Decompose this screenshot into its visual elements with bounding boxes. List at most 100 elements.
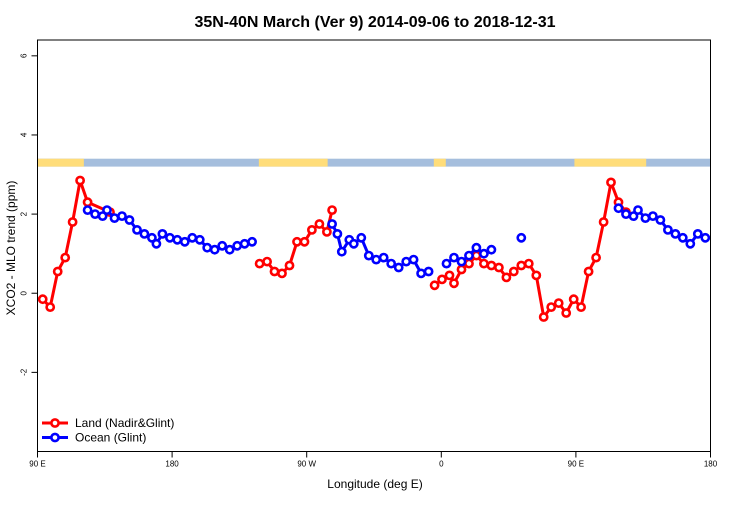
land-data-point: [583, 266, 594, 277]
land-data-point: [82, 197, 93, 208]
ocean-data-point: [102, 205, 112, 215]
land-data-point: [598, 217, 609, 227]
x-tick-label: 90 W: [297, 460, 316, 469]
land-data-point: [444, 270, 455, 281]
x-tick-label: 180: [165, 460, 179, 469]
land-data-point: [254, 258, 265, 269]
ocean-data-point: [348, 238, 359, 249]
ocean-data-point: [224, 244, 235, 255]
y-axis-label: XCO2 - MLO trend (ppm): [4, 181, 18, 316]
ocean-data-point: [157, 228, 168, 239]
legend-item-ocean: Ocean (Glint): [42, 431, 146, 445]
ocean-data-point: [132, 224, 142, 235]
chart-title: 35N-40N March (Ver 9) 2014-09-06 to 2018…: [194, 14, 555, 31]
ocean-band: [37, 158, 711, 167]
ocean-data-point: [423, 266, 434, 277]
x-tick-label: 0: [439, 460, 444, 469]
ocean-series-line: [330, 223, 429, 275]
ocean-data-point: [90, 209, 100, 219]
land-data-point: [561, 308, 572, 318]
land-data-point: [327, 205, 337, 215]
ocean-data-point: [677, 232, 688, 243]
ocean-data-point: [217, 240, 228, 251]
ocean-data-point: [187, 232, 198, 243]
ocean-data-point: [700, 232, 711, 243]
land-data-point: [306, 224, 317, 235]
ocean-data-point: [692, 228, 703, 239]
land-band-segment: [37, 158, 84, 167]
ocean-data-point: [486, 244, 497, 255]
ocean-data-point: [655, 215, 666, 225]
ocean-data-point: [247, 236, 257, 247]
ocean-data-point: [356, 232, 367, 243]
land-data-point: [262, 256, 272, 267]
land-band-segment: [574, 158, 647, 167]
ocean-data-point: [336, 246, 347, 257]
ocean-data-point: [416, 268, 426, 279]
land-data-point: [284, 260, 295, 271]
ocean-data-point: [378, 252, 389, 263]
ocean-data-point: [663, 224, 673, 235]
ocean-data-point: [209, 244, 220, 255]
x-axis-label: Longitude (deg E): [327, 477, 422, 491]
land-data-point: [321, 226, 332, 237]
ocean-data-point: [633, 205, 643, 215]
land-data-point: [437, 274, 447, 285]
land-series-line: [41, 179, 111, 309]
axes: 90 E 180 90 W 0 90 E 180 -2 0 2 4 6: [20, 39, 718, 469]
land-data-point: [456, 264, 467, 275]
ocean-data-point: [464, 250, 474, 261]
ocean-data-point: [194, 234, 205, 245]
legend: Land (Nadir&Glint)Ocean (Glint): [42, 416, 174, 445]
land-band-segment: [433, 158, 446, 167]
ocean-data-point: [628, 211, 639, 221]
land-data-point: [523, 258, 534, 269]
ocean-data-point: [393, 262, 404, 273]
land-data-point: [429, 280, 440, 291]
ocean-data-point: [117, 211, 127, 221]
land-data-point: [299, 236, 310, 247]
land-data-point: [493, 262, 504, 273]
y-tick-label: -2: [20, 368, 29, 376]
land-data-point: [501, 272, 512, 283]
land-data-point: [478, 258, 489, 269]
land-data-point: [52, 266, 63, 277]
land-data-point: [546, 302, 557, 312]
ocean-data-point: [408, 254, 419, 265]
land-data-point: [508, 266, 519, 277]
x-tick-label: 90 E: [568, 460, 584, 469]
land-data-point: [449, 278, 459, 289]
ocean-data-point: [332, 228, 343, 239]
land-data-point: [67, 217, 78, 227]
ocean-data-point: [139, 228, 150, 239]
ocean-data-point: [327, 219, 337, 229]
land-data-point: [553, 298, 564, 308]
legend-marker-ocean: [50, 432, 60, 443]
land-data-point: [538, 312, 549, 322]
ocean-data-point: [516, 232, 527, 243]
ocean-data-point: [685, 238, 696, 249]
ocean-data-point: [449, 252, 459, 263]
land-data-point: [606, 177, 616, 188]
ocean-data-point: [648, 211, 658, 221]
legend-label-ocean: Ocean (Glint): [75, 431, 146, 445]
land-data-point: [591, 252, 601, 263]
ocean-data-point: [164, 232, 175, 243]
land-data-point: [37, 294, 48, 305]
land-data-point: [486, 260, 497, 271]
ocean-data-point: [478, 248, 489, 259]
y-tick-label: 2: [20, 211, 29, 216]
ocean-data-point: [386, 258, 397, 269]
legend-label-land: Land (Nadir&Glint): [75, 416, 174, 430]
x-tick-label: 90 E: [29, 460, 45, 469]
y-tick-label: 6: [20, 53, 29, 58]
ocean-data-point: [621, 209, 631, 219]
land-data-point: [75, 175, 85, 186]
land-data-point: [60, 252, 71, 263]
ocean-data-point: [456, 256, 467, 267]
ocean-data-point: [179, 236, 190, 247]
land-band-segment: [258, 158, 328, 167]
y-tick-label: 4: [20, 132, 29, 137]
